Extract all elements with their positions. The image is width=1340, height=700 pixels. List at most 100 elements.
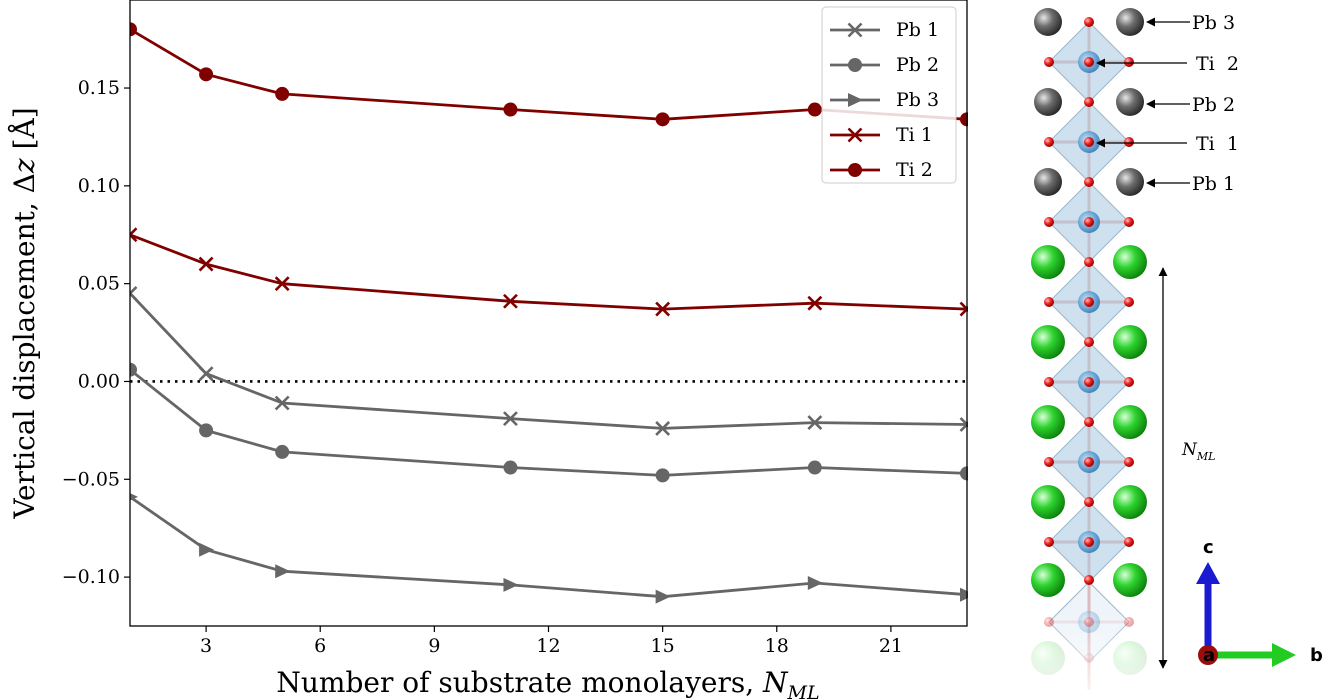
data-point — [275, 564, 291, 579]
data-point — [130, 286, 138, 301]
o-atom — [1044, 217, 1054, 227]
label-ti1: Ti 1 — [1096, 133, 1239, 155]
x-tick-label: 21 — [879, 635, 903, 657]
o-atom — [1124, 297, 1134, 307]
series-pb2 — [130, 362, 968, 483]
pb-atom — [1116, 168, 1144, 196]
series-ti1 — [130, 227, 968, 317]
o-atom — [1084, 137, 1094, 147]
series-line — [130, 292, 968, 430]
legend-label: Pb 2 — [896, 54, 939, 76]
y-tick-label: 0.00 — [78, 370, 120, 392]
label-ti2: Ti 2 — [1096, 53, 1239, 75]
o-atom — [1084, 57, 1094, 67]
x-tick-label: 15 — [651, 635, 675, 657]
x-tick-label: 18 — [765, 635, 789, 657]
data-point — [655, 468, 670, 483]
legend-label: Pb 1 — [896, 19, 939, 41]
y-tick-label: −0.05 — [62, 468, 120, 490]
pb3-label: Pb 3 — [1192, 12, 1235, 34]
data-point — [655, 420, 671, 436]
o-atom — [1084, 377, 1094, 387]
o-atom — [1084, 537, 1094, 547]
data-point — [503, 577, 519, 592]
y-tick-label: 0.10 — [78, 175, 120, 197]
series-pb1 — [130, 286, 968, 436]
sr-atom — [1113, 325, 1147, 359]
a-axis-dot — [1198, 645, 1218, 665]
y-axis-title: Vertical displacement, Δz [Å] — [8, 107, 41, 519]
legend-label: Ti 1 — [896, 124, 933, 146]
pb-atom — [1116, 8, 1144, 36]
o-atom — [1084, 297, 1094, 307]
ti1-label: Ti 1 — [1196, 133, 1239, 155]
data-point — [198, 366, 214, 382]
c-axis-label: c — [1203, 537, 1214, 558]
o-atom — [1084, 17, 1094, 27]
o-atom — [1044, 537, 1054, 547]
pb-atom — [1116, 88, 1144, 116]
data-point — [807, 575, 823, 590]
o-atom — [1124, 57, 1134, 67]
sr-atom — [1031, 245, 1065, 279]
legend-item-pb3: Pb 3 — [830, 89, 939, 111]
o-atom — [1084, 177, 1094, 187]
data-point — [503, 411, 518, 427]
b-axis-label: b — [1310, 645, 1323, 666]
o-atom — [1084, 217, 1094, 227]
data-point — [655, 301, 671, 317]
o-atom — [1044, 377, 1054, 387]
data-point — [960, 587, 968, 602]
o-atom — [1044, 57, 1054, 67]
label-pb1: Pb 1 — [1146, 173, 1235, 195]
x-axis-title: Number of substrate monolayers, NML — [276, 666, 819, 700]
data-point — [130, 22, 137, 37]
data-point — [199, 542, 215, 557]
pb-atom — [1034, 8, 1062, 36]
x-tick-label: 9 — [428, 635, 440, 657]
sr-atom — [1113, 485, 1147, 519]
sr-atom — [1031, 485, 1065, 519]
data-point — [807, 295, 823, 311]
sr-atom — [1031, 563, 1065, 597]
pb-atom — [1034, 168, 1062, 196]
x-tick-label: 3 — [200, 635, 212, 657]
legend-item-pb1: Pb 1 — [830, 19, 939, 41]
legend-marker — [848, 58, 862, 72]
o-atom — [1124, 537, 1134, 547]
o-atom — [1084, 497, 1094, 507]
data-point — [807, 460, 822, 475]
o-atom — [1124, 217, 1134, 227]
legend-marker — [848, 93, 863, 107]
sr-atom — [1113, 563, 1147, 597]
pb1-label: Pb 1 — [1192, 173, 1235, 195]
crystal-structure: Pb 3 Ti 2 Pb 2 Ti 1 Pb 1 NML c — [1020, 8, 1323, 700]
legend-item-pb2: Pb 2 — [830, 54, 939, 76]
series-pb3 — [130, 493, 968, 604]
o-atom — [1124, 457, 1134, 467]
data-point — [503, 460, 518, 475]
legend-item-ti2: Ti 2 — [830, 159, 933, 181]
data-point — [199, 423, 214, 438]
data-point — [807, 102, 822, 117]
sr-atom — [1113, 405, 1147, 439]
x-tick-label: 6 — [314, 635, 326, 657]
x-tick-label: 12 — [536, 635, 560, 657]
data-point — [655, 589, 671, 604]
legend-label: Pb 3 — [896, 89, 939, 111]
series-ti2 — [130, 22, 968, 127]
pb-atom — [1034, 88, 1062, 116]
o-atom — [1124, 137, 1134, 147]
o-atom — [1044, 137, 1054, 147]
ti2-label: Ti 2 — [1196, 53, 1239, 75]
y-tick-label: 0.05 — [78, 273, 120, 295]
legend-marker — [847, 22, 863, 38]
data-point — [275, 86, 290, 101]
o-atom — [1044, 297, 1054, 307]
sr-atom — [1031, 325, 1065, 359]
displacement-chart: 3 6 9 12 15 18 21 −0.10 −0.05 0.00 0.05 0.10 0.15 N… — [8, 0, 968, 700]
data-point — [274, 395, 290, 411]
label-pb3: Pb 3 — [1146, 12, 1235, 34]
o-atom — [1084, 337, 1094, 347]
